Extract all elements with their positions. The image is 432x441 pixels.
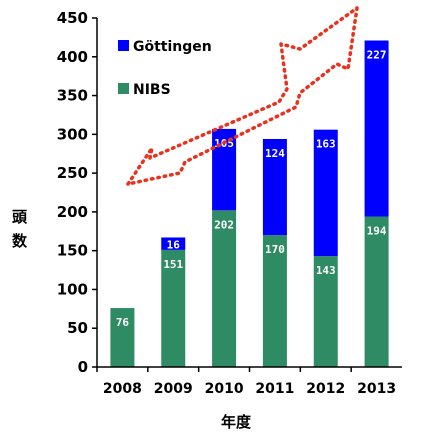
data-label-gottingen-2011: 124 bbox=[265, 147, 285, 160]
data-label-nibs-2011: 170 bbox=[265, 243, 285, 256]
data-label-gottingen-2013: 227 bbox=[367, 48, 387, 61]
y-tick-label: 400 bbox=[57, 48, 88, 66]
bar-segment-gottingen-2013 bbox=[364, 40, 389, 217]
x-tick-label: 2010 bbox=[205, 381, 244, 397]
y-tick-label: 450 bbox=[57, 9, 88, 27]
data-label-nibs-2013: 194 bbox=[367, 225, 387, 238]
legend-swatch-gottingen bbox=[118, 40, 129, 51]
data-label-gottingen-2012: 163 bbox=[316, 138, 336, 151]
data-label-nibs-2008: 76 bbox=[116, 316, 130, 329]
y-tick-label: 250 bbox=[57, 164, 88, 182]
x-tick-label: 2011 bbox=[255, 381, 294, 397]
bar-segment-nibs-2010 bbox=[212, 210, 237, 367]
bar-segment-nibs-2011 bbox=[262, 235, 287, 367]
y-tick-label: 100 bbox=[57, 280, 88, 298]
y-axis-title-char-1: 頭 bbox=[12, 208, 28, 226]
bar-segment-nibs-2009 bbox=[161, 249, 186, 367]
y-tick-label: 50 bbox=[67, 319, 88, 337]
x-tick-label: 2009 bbox=[154, 381, 193, 397]
y-tick-label: 200 bbox=[57, 203, 88, 221]
data-label-nibs-2010: 202 bbox=[214, 218, 234, 231]
x-tick-label: 2013 bbox=[357, 381, 396, 397]
x-tick-label: 2012 bbox=[306, 381, 345, 397]
data-label-nibs-2012: 143 bbox=[316, 264, 336, 277]
bar-segment-gottingen-2011 bbox=[262, 138, 287, 236]
growth-arrow-annotation bbox=[126, 6, 359, 186]
legend: Göttingen NIBS bbox=[118, 39, 212, 98]
y-tick-label: 0 bbox=[78, 358, 88, 376]
bar-segment-nibs-2008 bbox=[110, 308, 135, 367]
data-label-nibs-2009: 151 bbox=[163, 258, 183, 271]
y-axis-ticks: 0 50 100 150 200 250 300 350 400 450 bbox=[57, 9, 97, 376]
bars bbox=[110, 40, 389, 367]
y-tick-label: 300 bbox=[57, 125, 88, 143]
x-axis-tick-labels: 2008 2009 2010 2011 2012 2013 bbox=[96, 367, 396, 397]
y-tick-label: 350 bbox=[57, 87, 88, 105]
x-tick-label: 2008 bbox=[103, 381, 142, 397]
legend-swatch-nibs bbox=[118, 83, 129, 94]
data-label-gottingen-2009: 16 bbox=[167, 238, 181, 251]
bar-segment-nibs-2012 bbox=[313, 256, 338, 367]
bar-segment-gottingen-2012 bbox=[313, 129, 338, 257]
bar-segment-nibs-2013 bbox=[364, 216, 389, 367]
legend-label-nibs: NIBS bbox=[133, 82, 171, 98]
y-tick-label: 150 bbox=[57, 242, 88, 260]
y-axis-title-char-2: 数 bbox=[12, 232, 28, 250]
legend-label-gottingen: Göttingen bbox=[133, 39, 212, 55]
bar-segment-gottingen-2009 bbox=[161, 237, 186, 250]
x-axis-title: 年度 bbox=[221, 413, 252, 431]
